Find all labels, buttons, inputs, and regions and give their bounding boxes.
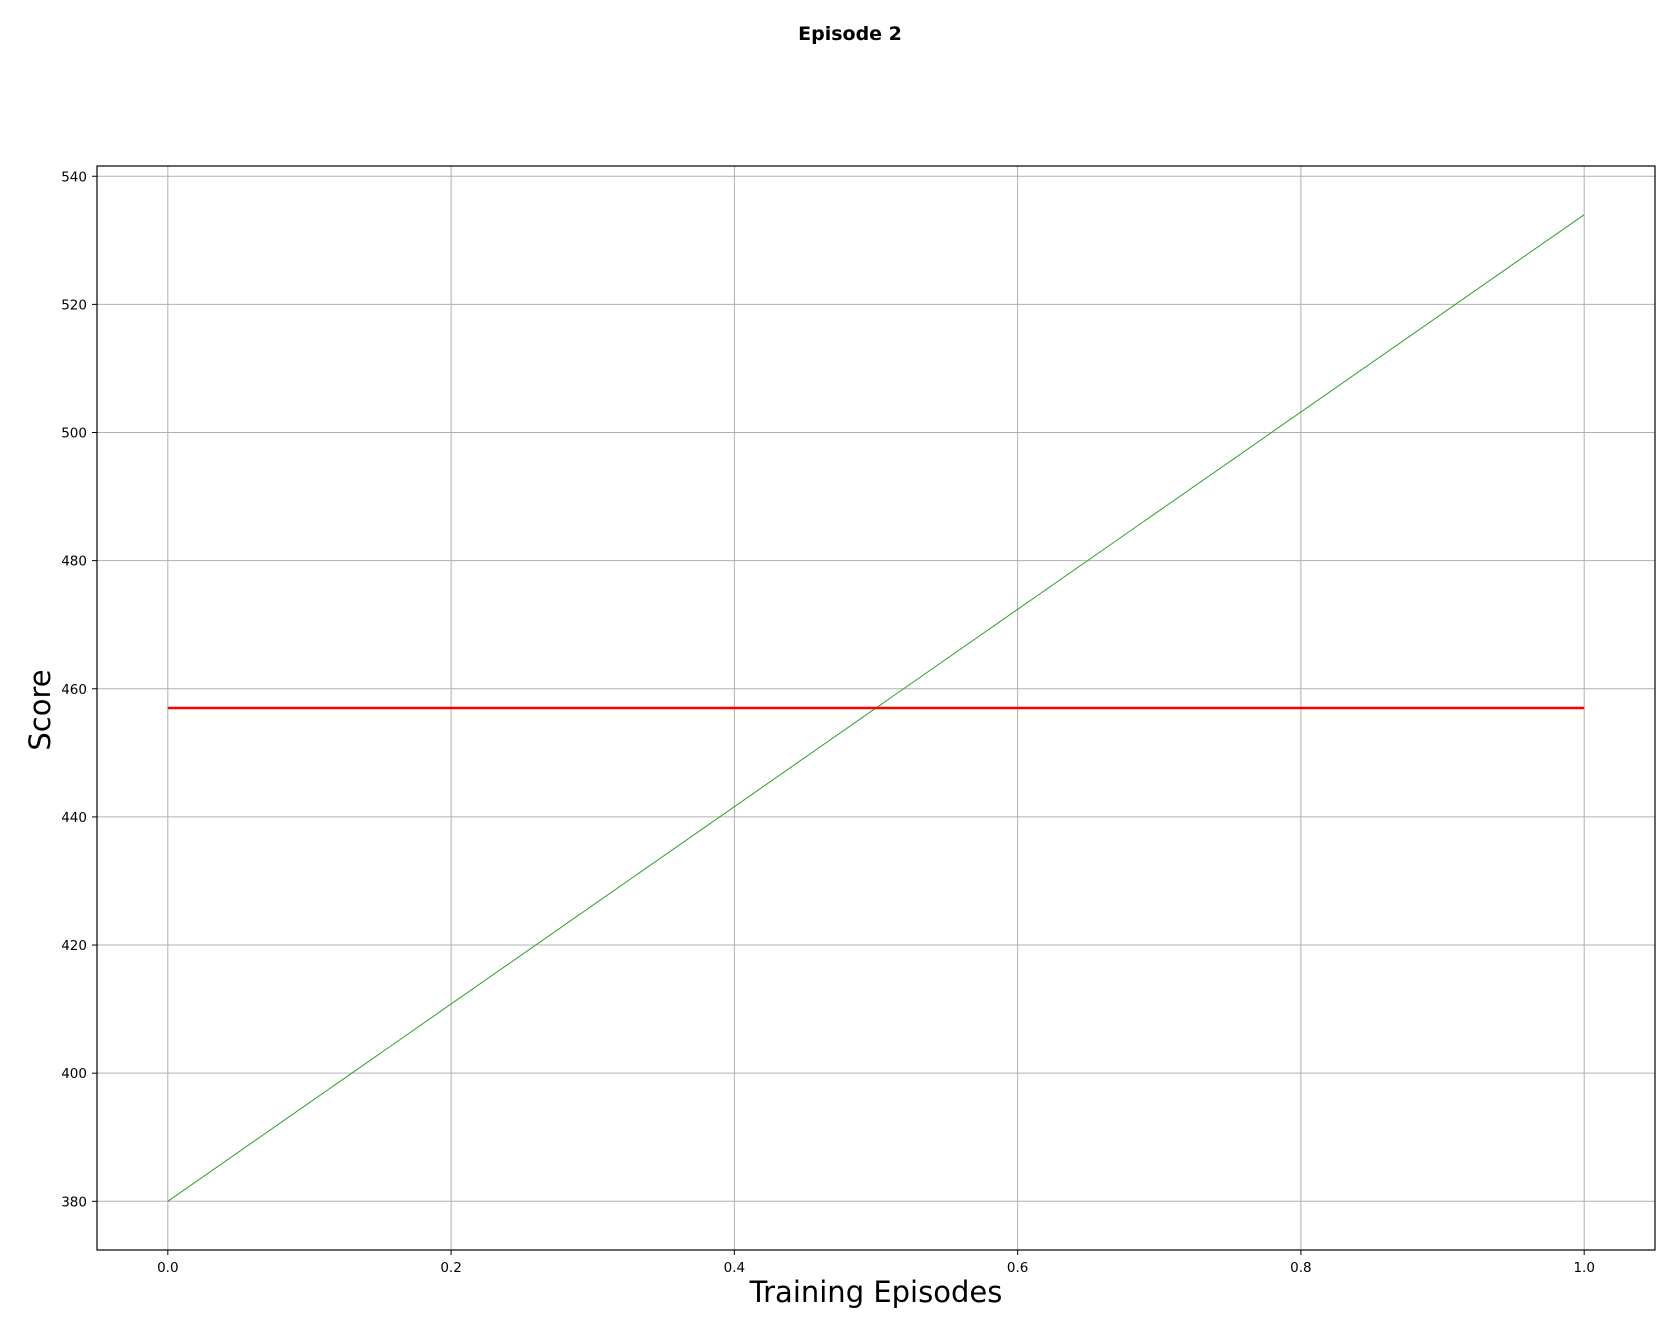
x-tick-label: 0.4 xyxy=(724,1260,745,1276)
series-layer xyxy=(167,214,1585,1202)
chart-title: Episode 2 xyxy=(798,23,902,45)
plot-frame xyxy=(96,165,1656,1251)
y-tick-label: 540 xyxy=(61,169,87,185)
x-tick-label: 0.8 xyxy=(1290,1260,1311,1276)
y-axis-label: Score xyxy=(23,669,57,750)
y-tick-label: 420 xyxy=(61,938,87,954)
y-tick-label: 440 xyxy=(61,810,87,826)
y-tick-label: 480 xyxy=(61,554,87,570)
x-tick-label: 1.0 xyxy=(1573,1260,1594,1276)
x-tick-label: 0.6 xyxy=(1007,1260,1028,1276)
y-tick-label: 400 xyxy=(61,1066,87,1082)
y-tick-label: 460 xyxy=(61,682,87,698)
x-axis-ticks: 0.0 0.2 0.4 0.6 0.8 1.0 xyxy=(157,1250,1595,1276)
y-axis-ticks: 380 400 420 440 460 480 500 520 540 xyxy=(61,169,97,1210)
y-tick-label: 500 xyxy=(61,426,87,442)
x-tick-label: 0.2 xyxy=(440,1260,461,1276)
y-tick-label: 520 xyxy=(61,297,87,313)
x-tick-label: 0.0 xyxy=(157,1260,178,1276)
x-axis-label: Training Episodes xyxy=(749,1275,1003,1309)
y-tick-label: 380 xyxy=(61,1194,87,1210)
